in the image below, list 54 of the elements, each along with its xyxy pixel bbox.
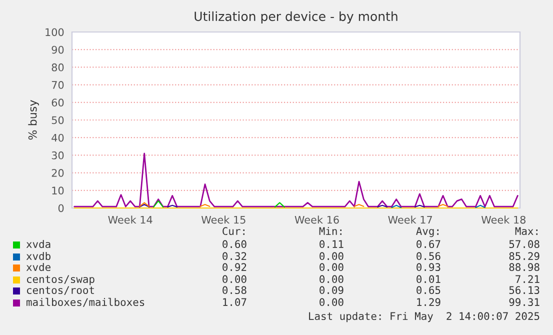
text: 0.00 xyxy=(320,275,344,284)
y-tick-label: 80 xyxy=(52,63,64,72)
text: 0.00 xyxy=(320,298,344,306)
text: 0.00 xyxy=(320,252,344,260)
text: 0.65 xyxy=(416,286,440,294)
text: 0.32 xyxy=(222,252,246,260)
y-tick-label: 30 xyxy=(52,151,64,160)
x-tick-label: Week 17 xyxy=(388,216,432,224)
text: 99.31 xyxy=(509,298,540,306)
legend-label: centos/swap xyxy=(26,275,94,286)
x-tick-label: Week 14 xyxy=(108,216,152,224)
y-tick-label: 40 xyxy=(52,134,64,142)
x-tick-label: Week 16 xyxy=(294,216,339,224)
text: 0.58 xyxy=(222,286,246,294)
text: 0.00 xyxy=(320,263,344,272)
line-series xyxy=(74,152,518,208)
text: 0.93 xyxy=(416,263,440,272)
legend-label: mailboxes/mailboxes xyxy=(26,298,144,307)
text: 0.09 xyxy=(320,286,344,294)
y-tick-label: 90 xyxy=(52,46,64,54)
y-tick-label: 70 xyxy=(52,81,64,89)
y-tick-label: 60 xyxy=(52,98,64,107)
text: Cur: xyxy=(222,227,244,236)
legend-label: centos/root xyxy=(26,286,94,295)
text: 85.29 xyxy=(509,252,540,260)
y-axis-title: % busy xyxy=(28,100,39,140)
text: Min: xyxy=(319,226,342,235)
text: 56.13 xyxy=(509,286,540,294)
x-tick-label: Week 18 xyxy=(481,216,526,224)
y-tick-label: 50 xyxy=(52,116,64,124)
legend-label: xvdb xyxy=(26,252,50,260)
text: 0.11 xyxy=(320,240,344,248)
text: 0.67 xyxy=(416,240,440,248)
text: 1.29 xyxy=(417,298,440,306)
text: 7.21 xyxy=(516,275,540,283)
text: Max: xyxy=(515,227,538,236)
y-tick-label: 0 xyxy=(58,204,64,212)
legend-label: xvda xyxy=(26,240,50,248)
y-tick-label: 20 xyxy=(52,169,64,177)
text: 1.07 xyxy=(223,298,246,306)
text: 0.92 xyxy=(222,263,246,272)
text: 0.01 xyxy=(416,275,440,284)
text: 0.00 xyxy=(222,275,246,284)
text: Avg: xyxy=(416,227,438,238)
text: Last update: Fri May 2 14:00:07 2025 xyxy=(309,312,540,322)
y-tick-label: 10 xyxy=(52,186,64,195)
text: 57.08 xyxy=(509,240,540,248)
chart-title: Utilization per device - by month xyxy=(194,11,398,24)
y-tick-label: 100 xyxy=(46,28,64,36)
text: 0.56 xyxy=(416,252,440,260)
text: 0.60 xyxy=(222,240,246,248)
x-tick-label: Week 15 xyxy=(201,216,246,224)
text: 88.98 xyxy=(509,263,540,272)
legend-label: xvde xyxy=(26,262,50,272)
